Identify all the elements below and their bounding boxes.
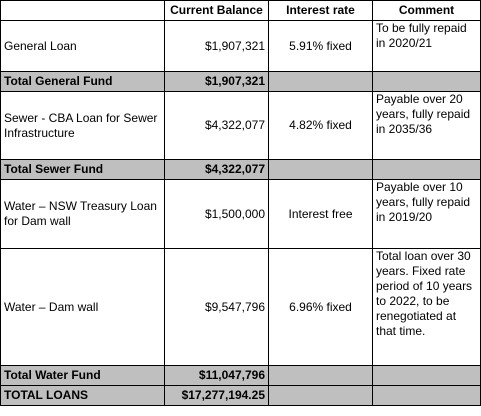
total-row-sewer-fund: Total Sewer Fund $4,322,077 (0, 159, 481, 180)
grand-total-comment (372, 385, 481, 406)
header-row: Current Balance Interest rate Comment (0, 0, 481, 21)
loan-balance: $4,322,077 (164, 91, 269, 160)
header-current-balance: Current Balance (164, 0, 269, 21)
total-description: Total General Fund (0, 71, 165, 92)
total-row-water-fund: Total Water Fund $11,047,796 (0, 365, 481, 386)
grand-total-rate (268, 385, 373, 406)
loan-rate: 6.96% fixed (268, 248, 373, 366)
total-rate (268, 159, 373, 180)
loan-comment: Total loan over 30 years. Fixed rate per… (372, 248, 481, 366)
total-rate (268, 71, 373, 92)
total-balance: $11,047,796 (164, 365, 269, 386)
header-description (0, 0, 165, 21)
loan-description: Water – NSW Treasury Loan for Dam wall (0, 179, 165, 249)
loan-description: General Loan (0, 20, 165, 72)
loan-comment: To be fully repaid in 2020/21 (372, 20, 481, 72)
header-interest-rate: Interest rate (268, 0, 373, 21)
header-comment: Comment (372, 0, 481, 21)
total-description: Total Sewer Fund (0, 159, 165, 180)
loan-description: Sewer - CBA Loan for Sewer Infrastructur… (0, 91, 165, 160)
loan-comment: Payable over 20 years, fully repaid in 2… (372, 91, 481, 160)
total-description: Total Water Fund (0, 365, 165, 386)
loan-description: Water – Dam wall (0, 248, 165, 366)
loan-row-water-dam-wall: Water – Dam wall $9,547,796 6.96% fixed … (0, 248, 481, 366)
total-row-general-fund: Total General Fund $1,907,321 (0, 71, 481, 92)
loan-row-water-treasury: Water – NSW Treasury Loan for Dam wall $… (0, 179, 481, 249)
total-comment (372, 365, 481, 386)
loan-balance: $9,547,796 (164, 248, 269, 366)
grand-total-description: TOTAL LOANS (0, 385, 165, 406)
loan-comment: Payable over 10 years, fully repaid in 2… (372, 179, 481, 249)
total-rate (268, 365, 373, 386)
total-balance: $4,322,077 (164, 159, 269, 180)
loan-row-general: General Loan $1,907,321 5.91% fixed To b… (0, 20, 481, 72)
loan-rate: 4.82% fixed (268, 91, 373, 160)
loan-rate: 5.91% fixed (268, 20, 373, 72)
total-row-all-loans: TOTAL LOANS $17,277,194.25 (0, 385, 481, 406)
loan-rate: Interest free (268, 179, 373, 249)
total-balance: $1,907,321 (164, 71, 269, 92)
loan-row-sewer: Sewer - CBA Loan for Sewer Infrastructur… (0, 91, 481, 160)
total-comment (372, 159, 481, 180)
loans-table: Current Balance Interest rate Comment Ge… (0, 0, 481, 406)
total-comment (372, 71, 481, 92)
grand-total-balance: $17,277,194.25 (164, 385, 269, 406)
loan-balance: $1,500,000 (164, 179, 269, 249)
loan-balance: $1,907,321 (164, 20, 269, 72)
